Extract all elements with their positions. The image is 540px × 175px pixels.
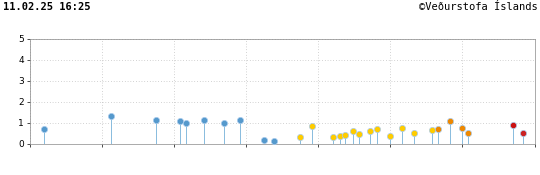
Text: ©Veðurstofa Íslands: ©Veðurstofa Íslands: [418, 2, 537, 12]
Text: 11.02.25 16:25: 11.02.25 16:25: [3, 2, 90, 12]
